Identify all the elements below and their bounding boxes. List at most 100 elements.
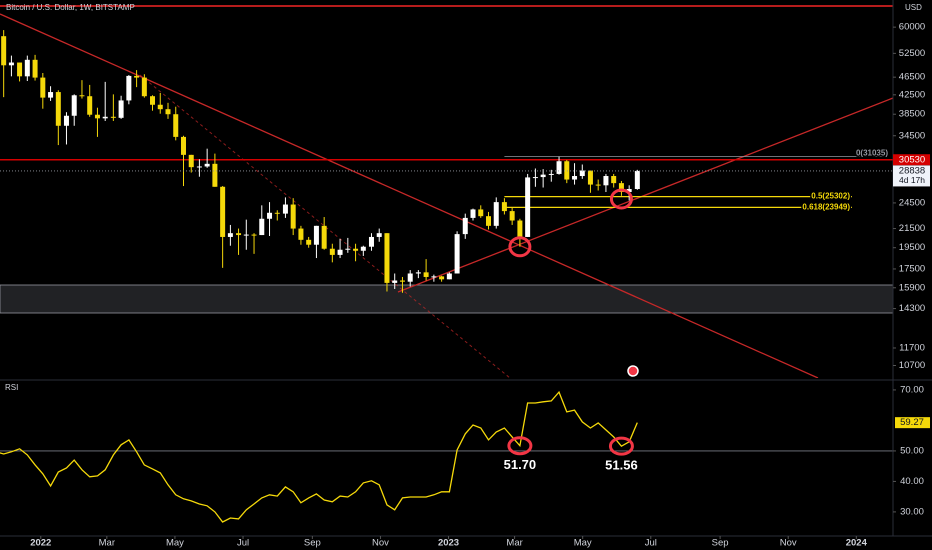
rsi-annotation: 51.56 <box>605 458 638 473</box>
candle-body <box>102 116 108 119</box>
candle-body <box>180 136 186 155</box>
trend-line-dashed <box>139 74 511 378</box>
candle-body <box>259 218 265 236</box>
rsi-annotation: 51.70 <box>504 457 537 472</box>
highlight-circle <box>508 236 532 258</box>
event-icon[interactable] <box>627 365 639 377</box>
highlight-circle <box>609 188 633 210</box>
y-tick-label: 17500 <box>899 263 925 274</box>
rsi-title: RSI <box>5 383 18 392</box>
x-tick-label: 2022 <box>30 538 51 549</box>
candle-body <box>212 163 218 187</box>
candle-body <box>204 163 210 167</box>
candle-body <box>595 184 601 186</box>
candle-body <box>556 161 562 174</box>
trend-line <box>397 97 893 293</box>
candle-body <box>48 92 54 98</box>
candle-body <box>321 225 327 249</box>
candle-body <box>376 233 382 237</box>
y-tick-label: 38500 <box>899 109 925 120</box>
rsi-last-label: 59.27 <box>900 417 924 428</box>
current-price-label: 28838 <box>899 165 925 176</box>
candle-body <box>251 234 257 236</box>
level-label: 30530 <box>899 154 925 165</box>
rsi-pane <box>0 390 893 523</box>
candle-body <box>618 183 624 193</box>
rsi-tick-label: 70.00 <box>900 384 924 395</box>
candle-body <box>220 186 226 237</box>
candle-body <box>564 161 570 180</box>
candle-body <box>17 62 23 77</box>
candle-body <box>87 96 93 115</box>
candle-body <box>40 77 46 98</box>
candle-body <box>423 272 429 277</box>
candle-body <box>32 59 38 78</box>
level-label-box <box>893 154 930 166</box>
candle-body <box>478 209 484 217</box>
x-tick-label: Jul <box>645 538 657 549</box>
candle-body <box>8 62 14 66</box>
candle-body <box>157 104 163 110</box>
candle-body <box>24 59 30 77</box>
x-tick-label: Jul <box>237 538 249 549</box>
candle-body <box>71 95 77 116</box>
candle-body <box>439 276 445 280</box>
countdown-label: 4d 17h <box>899 175 925 185</box>
candle-body <box>134 75 140 78</box>
y-tick-label: 10700 <box>899 360 925 371</box>
candle-body <box>454 234 460 274</box>
x-tick-label: Sep <box>304 538 321 549</box>
fib-label: 0(31035) <box>856 149 888 158</box>
candle-body <box>431 276 437 278</box>
candle-body <box>329 248 335 255</box>
candle-body <box>337 249 343 255</box>
candle-body <box>267 212 273 219</box>
y-tick-label: 24500 <box>899 197 925 208</box>
candle-body <box>579 170 585 177</box>
candle-body <box>626 189 632 193</box>
candle-body <box>353 248 359 251</box>
rsi-line <box>0 390 638 523</box>
rsi-tick-label: 50.00 <box>900 445 924 456</box>
candle-body <box>1 36 7 66</box>
candle-body <box>368 236 374 247</box>
candle-body <box>188 154 194 168</box>
candle-body <box>399 280 405 282</box>
rsi-tick-label: 40.00 <box>900 476 924 487</box>
candle-body <box>587 170 593 185</box>
x-tick-label: Sep <box>712 538 729 549</box>
candle-body <box>634 170 640 190</box>
candle-body <box>243 234 249 236</box>
candle-body <box>290 204 296 229</box>
rsi-highlight <box>608 436 634 456</box>
candle-body <box>603 176 609 186</box>
candle-body <box>79 95 85 97</box>
price-pane: 0(31035) 0.5(25302)0.618(23949) <box>0 5 893 378</box>
x-tick-label: May <box>574 538 592 549</box>
candle-body <box>274 212 280 214</box>
y-tick-label: 52500 <box>899 48 925 59</box>
y-tick-label: 21500 <box>899 223 925 234</box>
candle-body <box>446 273 452 280</box>
candle-body <box>141 77 147 97</box>
candle-body <box>165 109 171 115</box>
chart-title: Bitcoin / U.S. Dollar, 1W, BITSTAMP <box>6 3 135 12</box>
candle-body <box>611 176 617 184</box>
candle-body <box>415 272 421 274</box>
candle-body <box>384 233 390 283</box>
rsi-tick-label: 30.00 <box>900 506 924 517</box>
candle-body <box>282 204 288 214</box>
x-tick-label: 2024 <box>846 538 868 549</box>
y-tick-label: 60000 <box>899 22 925 33</box>
candle-body <box>493 202 499 226</box>
y-tick-label: 34500 <box>899 130 925 141</box>
candle-body <box>360 246 366 251</box>
candle-body <box>55 92 61 126</box>
candle-body <box>572 176 578 180</box>
rsi-highlight <box>507 436 533 456</box>
y-tick-label: 42500 <box>899 89 925 100</box>
candle-body <box>540 174 546 178</box>
